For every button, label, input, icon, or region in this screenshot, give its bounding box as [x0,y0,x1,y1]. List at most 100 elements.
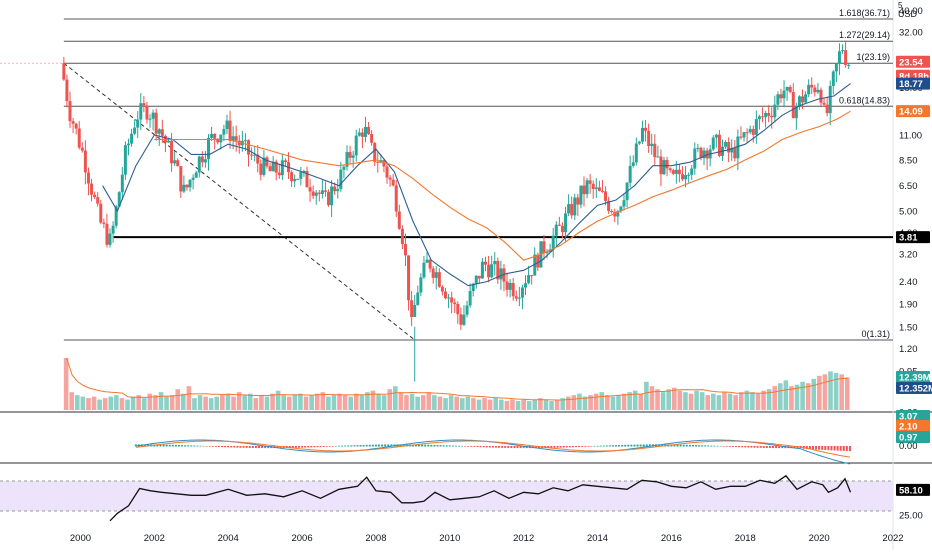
macd-histogram-bar [833,446,836,451]
candle-body [813,87,817,93]
candle-body [797,96,801,107]
macd-histogram-bar [159,444,162,447]
candle-body [271,161,275,172]
moving-average-line [154,110,851,261]
macd-histogram-bar [611,445,614,447]
macd-hist-label-bg [896,431,930,443]
candle-body [779,94,783,99]
candle-body [336,188,340,192]
volume-bar [192,398,197,410]
candle-body [440,286,444,292]
candle-body [462,314,466,325]
volume-ma-label: 12.352M [899,384,932,395]
candle-body [243,140,247,142]
volume-bar [443,398,448,410]
candle-body [594,187,598,189]
macd-histogram-bar [162,444,165,447]
macd-histogram-bar [156,444,159,447]
candle-body [579,185,583,205]
fib-level-label: 0.618(14.83) [839,95,890,105]
macd-histogram-bar [513,446,516,449]
macd-histogram-bar [325,446,328,447]
x-tick-label: 2010 [439,533,460,544]
volume-bar [147,393,153,410]
candle-body [650,143,654,147]
volume-bar [565,396,571,410]
candle-body [653,143,657,158]
candle-body [327,191,331,206]
candle-body [453,302,457,304]
volume-bar [253,398,259,410]
macd-histogram-bar [615,445,617,447]
candle-body [739,136,743,138]
candle-body [416,292,420,305]
candle-body [373,142,377,162]
candle-body [631,162,635,166]
scale-header: 5 [898,1,903,10]
macd-zero-label: 0.00 [899,441,918,452]
macd-histogram-bar [808,446,811,450]
candle-body [200,156,204,163]
macd-histogram-bar [565,446,568,448]
volume-bar [465,396,471,410]
macd-histogram-bar [661,444,664,447]
macd-histogram-bar [341,445,344,447]
candle-body [400,228,404,245]
candle-body [342,166,346,170]
candle-body [394,185,398,212]
macd-histogram-bar [168,444,171,447]
volume-bar [722,392,727,410]
volume-bar [86,398,91,410]
macd-histogram-bar [547,446,550,448]
macd-histogram-bar [793,446,796,449]
volume-bar [493,398,499,410]
candle-body [247,140,251,155]
macd-histogram-bar [639,444,642,447]
candle-body [493,260,497,265]
candle-body [145,105,149,120]
candle-body [665,159,669,169]
candle-body [480,261,484,279]
macd-histogram-bar [682,444,685,447]
volume-bar [482,398,487,410]
candle-body [505,281,509,290]
macd-histogram-bar [448,445,451,447]
macd-histogram-bar [553,446,556,448]
macd-histogram-bar [184,445,187,447]
macd-histogram-bar [319,446,322,448]
candle-body [179,166,183,192]
candle-body [834,63,838,72]
macd-histogram-bar [242,446,245,448]
macd-histogram-bar [427,444,430,447]
candle-body [188,179,192,188]
moving-average-line [102,83,851,287]
macd-histogram-bar [430,444,433,447]
candle-body [136,119,140,128]
macd-histogram-bar [196,445,199,447]
candle-body [785,86,789,91]
macd-histogram-bar [359,445,362,447]
candle-body [791,91,795,119]
macd-histogram-bar [621,444,624,447]
macd-value-label-bg [896,410,930,422]
candle-body [807,84,811,95]
volume-bar [225,393,231,410]
macd-histogram-bar [722,446,725,447]
volume-bar [761,390,766,410]
countdown-label: 8d 18h [899,71,929,82]
macd-histogram-bar [701,445,704,447]
macd-histogram-bar [384,444,387,447]
x-tick-label: 2002 [144,533,165,544]
macd-histogram-bar [390,444,393,447]
macd-histogram-bar [768,446,771,448]
candle-body [197,156,201,173]
candle-body [348,152,352,158]
ma-short-label: 18.77 [899,79,923,90]
macd-histogram-bar [642,444,645,447]
macd-histogram-bar [719,445,722,447]
volume-bar [649,386,655,410]
macd-histogram-bar [695,445,698,447]
volume-bar [632,390,638,410]
candle-body [628,165,632,183]
x-tick-label: 2020 [809,533,830,544]
